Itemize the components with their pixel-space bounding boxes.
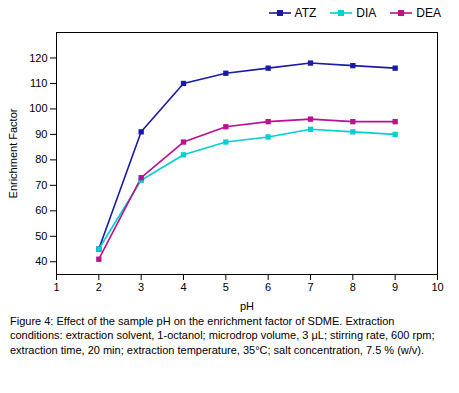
svg-text:4: 4 [180, 281, 186, 293]
html-text:DIA: DIA [356, 6, 377, 20]
svg-text:2: 2 [96, 281, 102, 293]
svg-text:Enrichment Factor: Enrichment Factor [7, 108, 19, 198]
svg-text:80: 80 [35, 153, 47, 165]
svg-text:8: 8 [350, 281, 356, 293]
svg-text:pH: pH [240, 300, 254, 312]
svg-text:7: 7 [307, 281, 313, 293]
svg-text:6: 6 [265, 281, 271, 293]
svg-text:50: 50 [35, 230, 47, 242]
svg-text:100: 100 [29, 102, 47, 114]
html-text:ATZ: ATZ [294, 6, 317, 20]
svg-text:5: 5 [223, 281, 229, 293]
svg-text:3: 3 [138, 281, 144, 293]
svg-text:70: 70 [35, 179, 47, 191]
svg-text:1: 1 [53, 281, 59, 293]
svg-text:110: 110 [30, 77, 48, 89]
svg-text:90: 90 [35, 128, 47, 140]
svg-text:10: 10 [431, 281, 443, 293]
html-text:Figure 4: Effect of the sample: Figure 4: Effect of the sample pH on the… [10, 315, 435, 356]
svg-text:60: 60 [35, 204, 47, 216]
svg-text:120: 120 [29, 51, 47, 63]
svg-text:40: 40 [35, 255, 47, 267]
html-text:DEA: DEA [416, 6, 441, 20]
svg-text:9: 9 [392, 281, 398, 293]
